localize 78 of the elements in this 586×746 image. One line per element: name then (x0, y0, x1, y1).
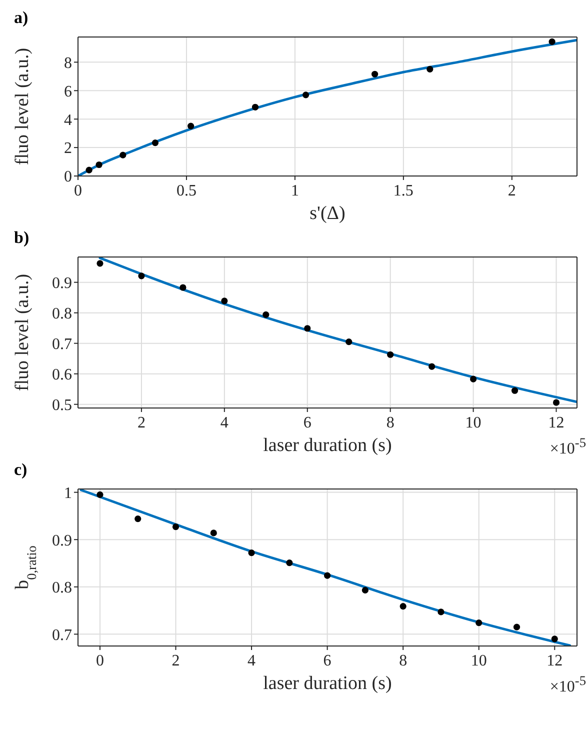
point (180, 284, 186, 291)
x-tick-label: 1 (290, 182, 299, 200)
x-tick-label: 4 (248, 652, 256, 670)
point (120, 152, 126, 158)
point (552, 399, 560, 406)
x-tick-label: 8 (399, 652, 408, 670)
point (371, 70, 378, 78)
y-tick-label: 8 (64, 54, 72, 72)
point (304, 325, 311, 332)
x-tick-label: 0 (96, 652, 104, 670)
y-tick-label: 0.8 (52, 306, 72, 323)
chart-title: c) (13, 460, 28, 480)
x-axis-title: laser duration (s) (263, 673, 392, 694)
y-axis-title: fluo level (a.u.) (12, 48, 33, 166)
point (96, 260, 104, 267)
point (548, 38, 556, 45)
x-tick-label: 6 (323, 652, 332, 670)
point (172, 524, 180, 530)
point (138, 272, 145, 280)
chart-title: a) (13, 8, 30, 28)
point (426, 66, 434, 72)
y-tick-label: 0.7 (52, 336, 72, 354)
point (262, 311, 270, 318)
point (96, 491, 104, 498)
point (286, 559, 293, 566)
y-tick-label: 1 (64, 484, 72, 502)
point (438, 608, 444, 616)
point (428, 363, 436, 370)
x-tick-label: 10 (470, 652, 487, 670)
x-axis-title: laser duration (s) (263, 435, 392, 456)
y-tick-label: 0 (64, 168, 72, 186)
point (302, 92, 310, 98)
y-tick-label: 0.5 (52, 397, 72, 414)
text: ×10$^{-5}$ (550, 672, 586, 696)
point (362, 586, 368, 594)
y-tick-label: 0.9 (52, 275, 72, 292)
x-tick-label: 4 (220, 414, 228, 432)
point (252, 104, 259, 110)
y-axis-title: fluo level (a.u.) (12, 274, 33, 392)
point (188, 122, 194, 130)
y-tick-label: 0.6 (52, 366, 72, 384)
x-tick-label: 2 (137, 414, 146, 432)
y-tick-label: 0.8 (52, 580, 72, 597)
chart-title: b) (13, 228, 30, 248)
point (134, 515, 142, 522)
point (96, 161, 102, 168)
x-tick-label: 12 (546, 652, 563, 670)
x-tick-label: 10 (465, 414, 482, 432)
point (210, 530, 217, 536)
y-tick-label: 0.9 (52, 532, 72, 550)
x-tick-label: 12 (548, 414, 564, 432)
point (152, 140, 159, 146)
y-tick-label: 2 (64, 140, 72, 158)
text: ×10$^{-5}$ (550, 434, 586, 458)
point (470, 376, 477, 382)
x-axis-title: s'(Δ) (310, 203, 346, 224)
x-tick-label: 8 (386, 414, 394, 432)
x-tick-label: 6 (303, 414, 312, 432)
line-series (80, 489, 572, 646)
point (221, 298, 228, 304)
y-tick-label: 4 (64, 112, 72, 129)
x-tick-label: 2 (508, 182, 516, 200)
x-tick-label: 1.5 (393, 182, 414, 200)
point (476, 620, 482, 626)
point (248, 550, 255, 556)
point (346, 338, 352, 346)
y-tick-label: 0.7 (52, 626, 72, 644)
line-series (98, 257, 577, 404)
point (400, 602, 406, 610)
y-tick-label: 6 (64, 83, 72, 100)
point (551, 636, 558, 642)
point (324, 572, 331, 579)
point (511, 387, 518, 394)
point (513, 624, 520, 630)
point (86, 166, 92, 174)
point (387, 351, 394, 358)
x-tick-label: 2 (172, 652, 180, 670)
x-tick-label: 0.5 (176, 182, 196, 200)
